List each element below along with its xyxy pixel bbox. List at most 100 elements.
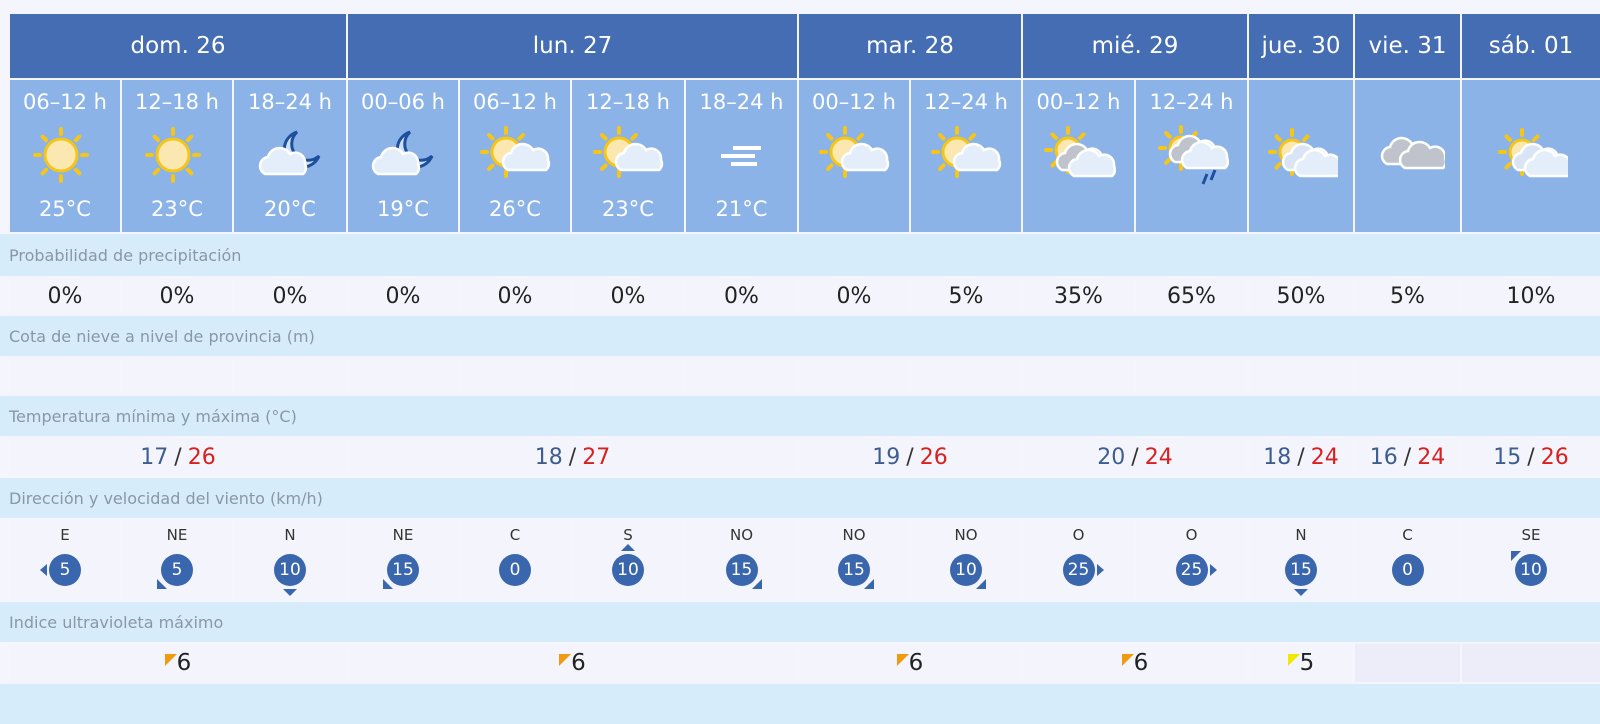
- wind-direction: C: [509, 526, 521, 544]
- temp-min: 15: [1493, 444, 1522, 470]
- wind-arrow-icon: [864, 579, 874, 589]
- wind-speed-badge: 10: [612, 544, 644, 586]
- temp-min-max: 19/26: [799, 438, 1021, 476]
- sun-cloud-icon: [478, 116, 552, 193]
- uv-level-icon: [164, 654, 177, 666]
- wind-direction: SE: [1521, 526, 1541, 544]
- precip-probability: 0%: [234, 278, 346, 314]
- forecast-table: dom. 26 lun. 27 mar. 28 mié. 29 jue. 30 vie. …: [0, 14, 1600, 724]
- row-label: Indice ultravioleta máximo: [0, 602, 1600, 642]
- wind-speed-badge: 15: [838, 554, 874, 589]
- day-header: dom. 26: [10, 14, 346, 78]
- sun-icon: [140, 116, 214, 193]
- temp-min-max: 15/26: [1462, 438, 1600, 476]
- moon-cloud-icon: [366, 116, 440, 193]
- day-header: vie. 31: [1355, 14, 1460, 78]
- wind-speed: 25: [1180, 560, 1203, 580]
- wind-direction: NE: [392, 526, 414, 544]
- wind-cell: O 25: [1136, 520, 1247, 600]
- snow-level: [1462, 358, 1600, 394]
- wind-direction: NO: [842, 526, 866, 544]
- slot-time: 12–24 h: [1149, 90, 1234, 114]
- snow-level: [234, 358, 346, 394]
- wind-direction: O: [1072, 526, 1085, 544]
- wind-direction: NO: [954, 526, 978, 544]
- precip-probability: 0%: [799, 278, 909, 314]
- sun-icon: [28, 116, 102, 193]
- wind-speed: 15: [1290, 560, 1312, 580]
- precip-probability: 0%: [348, 278, 458, 314]
- uv-index: 6: [799, 644, 1021, 682]
- snow-level: [1355, 358, 1460, 394]
- wind-speed: 10: [279, 560, 301, 580]
- temp-separator: /: [1131, 444, 1139, 470]
- row-label: Cota de nieve a nivel de provincia (m): [0, 316, 1600, 356]
- sun-cloud-pale-icon: [1494, 116, 1573, 193]
- temp-max: 24: [1417, 444, 1446, 470]
- wind-speed-badge: 25: [1175, 554, 1217, 586]
- sun-clouds-icon: [1042, 116, 1116, 193]
- temp-max: 27: [582, 444, 611, 470]
- forecast-slot: 12–24 h: [911, 80, 1021, 232]
- wind-speed-badge: 0: [499, 554, 531, 586]
- row-label: Temperatura mínima y máxima (°C): [0, 396, 1600, 436]
- day-header: sáb. 01: [1462, 14, 1600, 78]
- wind-speed-badge: 15: [383, 554, 419, 589]
- slot-temperature: 23°C: [602, 197, 654, 221]
- snow-level: [1136, 358, 1247, 394]
- uv-index: 5: [1249, 644, 1353, 682]
- wind-speed-badge: 10: [274, 554, 306, 596]
- sun-cloud-pale-icon: [1264, 116, 1343, 193]
- precip-probability: 35%: [1023, 278, 1134, 314]
- wind-speed: 10: [955, 560, 977, 580]
- temp-separator: /: [906, 444, 914, 470]
- precip-probability: 5%: [911, 278, 1021, 314]
- day-header: jue. 30: [1249, 14, 1353, 78]
- slot-temperature: 26°C: [489, 197, 541, 221]
- slot-temperature: 20°C: [264, 197, 316, 221]
- uv-value: 6: [1133, 650, 1149, 676]
- row-label: Probabilidad de precipitación: [0, 234, 1600, 276]
- slot-time: 18–24 h: [248, 90, 332, 114]
- slot-time: 00–06 h: [361, 90, 445, 114]
- wind-speed: 15: [843, 560, 865, 580]
- slot-temperature: 19°C: [377, 197, 429, 221]
- wind-direction: N: [1295, 526, 1307, 544]
- forecast-slot: 00–06 h 19°C: [348, 80, 458, 232]
- uv-index: [1355, 644, 1460, 682]
- slot-temperature: 21°C: [715, 197, 768, 221]
- wind-cell: O 25: [1023, 520, 1134, 600]
- temp-min: 17: [140, 444, 169, 470]
- wind-cell: S 10: [572, 520, 684, 600]
- wind-direction: NO: [729, 526, 754, 544]
- temp-min-max: 18/24: [1249, 438, 1353, 476]
- uv-value: 6: [176, 650, 192, 676]
- uv-index: 6: [348, 644, 797, 682]
- temp-min: 16: [1369, 444, 1398, 470]
- slot-time: 12–18 h: [135, 90, 219, 114]
- sun-cloud-icon: [817, 116, 891, 193]
- snow-level: [911, 358, 1021, 394]
- temp-max: 24: [1144, 444, 1173, 470]
- temp-min-max: 17/26: [10, 438, 346, 476]
- wind-speed: 0: [1402, 560, 1413, 580]
- sun-rain-icon: [1155, 116, 1229, 193]
- precip-probability: 5%: [1355, 278, 1460, 314]
- row-label: Dirección y velocidad del viento (km/h): [0, 478, 1600, 518]
- snow-level: [10, 358, 120, 394]
- forecast-slot: 00–12 h: [1023, 80, 1134, 232]
- wind-arrow-icon: [1096, 564, 1104, 576]
- forecast-slot: 18–24 h 21°C: [686, 80, 797, 232]
- wind-direction: S: [623, 526, 633, 544]
- forecast-slot: [1355, 80, 1460, 232]
- temp-max: 26: [919, 444, 948, 470]
- wind-speed-badge: 25: [1062, 554, 1104, 586]
- forecast-slot: 18–24 h 20°C: [234, 80, 346, 232]
- uv-level-icon: [1287, 654, 1300, 666]
- wind-direction: NE: [166, 526, 188, 544]
- wind-speed: 10: [1520, 560, 1542, 580]
- snow-level: [572, 358, 684, 394]
- wind-cell: NO 15: [799, 520, 909, 600]
- forecast-slot: [1462, 80, 1600, 232]
